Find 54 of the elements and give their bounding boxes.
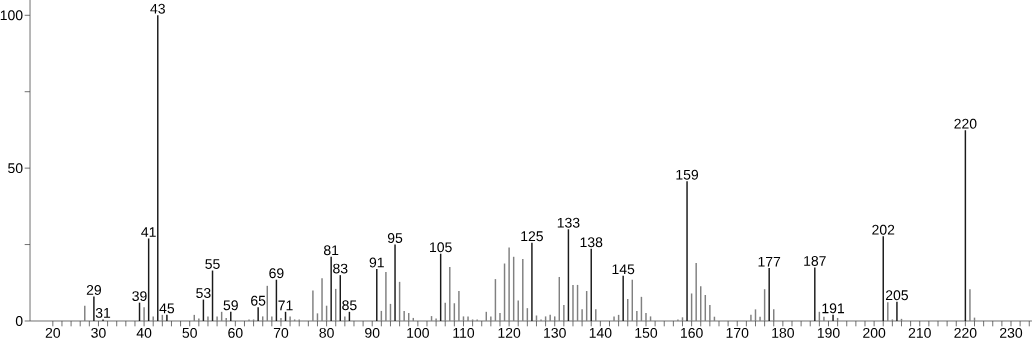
annotation: 145 [612, 264, 635, 275]
annotation: 31 [95, 307, 111, 318]
x-tick-label: 60 [228, 327, 243, 338]
annotation: 220 [954, 118, 977, 129]
annotation: 202 [872, 224, 895, 235]
x-tick-label: 100 [407, 327, 429, 338]
x-tick-label: 20 [45, 327, 61, 338]
y-tick-label: 50 [8, 163, 23, 174]
annotation: 55 [205, 259, 220, 269]
annotation: 45 [159, 303, 175, 314]
x-tick-label: 180 [772, 327, 794, 338]
x-tick-label: 190 [817, 327, 840, 338]
annotation: 191 [822, 303, 845, 314]
annotation: 159 [676, 169, 699, 180]
annotation: 59 [223, 300, 238, 311]
x-tick-label: 30 [91, 327, 106, 338]
x-tick-label: 230 [1000, 327, 1023, 338]
x-tick-label: 70 [273, 327, 289, 338]
y-tick-label: 100 [0, 10, 23, 21]
annotation: 105 [430, 242, 452, 253]
annotation: 69 [269, 268, 284, 279]
x-tick-label: 40 [136, 327, 152, 338]
x-tick-label: 140 [589, 327, 612, 338]
annotation: 91 [369, 257, 384, 268]
x-tick-label: 170 [726, 327, 749, 338]
annotation: 41 [141, 227, 156, 237]
annotation: 95 [387, 233, 403, 243]
x-tick-label: 220 [954, 327, 977, 338]
annotation: 125 [521, 231, 543, 242]
annotation: 133 [557, 217, 580, 228]
x-tick-label: 80 [319, 327, 334, 338]
annotation: 29 [86, 285, 102, 295]
annotation: 187 [804, 255, 826, 266]
annotation: 39 [132, 291, 147, 302]
annotation: 65 [251, 295, 266, 306]
annotation: 71 [278, 300, 293, 311]
x-tick-label: 160 [681, 327, 703, 338]
annotation: 83 [333, 263, 348, 274]
annotation: 81 [323, 245, 339, 256]
x-tick-label: 200 [863, 327, 886, 338]
x-tick-label: 130 [544, 327, 566, 338]
y-tick-label: 0 [15, 316, 23, 326]
annotation: 138 [580, 237, 603, 248]
annotation: 53 [196, 288, 211, 298]
x-tick-label: 90 [365, 327, 380, 338]
annotation: 85 [342, 300, 357, 311]
annotation: 43 [150, 3, 165, 14]
annotation: 205 [885, 290, 909, 301]
x-tick-label: 210 [908, 327, 931, 338]
x-tick-label: 50 [182, 327, 197, 338]
x-tick-label: 110 [453, 327, 475, 338]
x-tick-label: 150 [635, 327, 658, 338]
annotation: 177 [758, 256, 781, 267]
x-tick-label: 120 [498, 327, 521, 338]
